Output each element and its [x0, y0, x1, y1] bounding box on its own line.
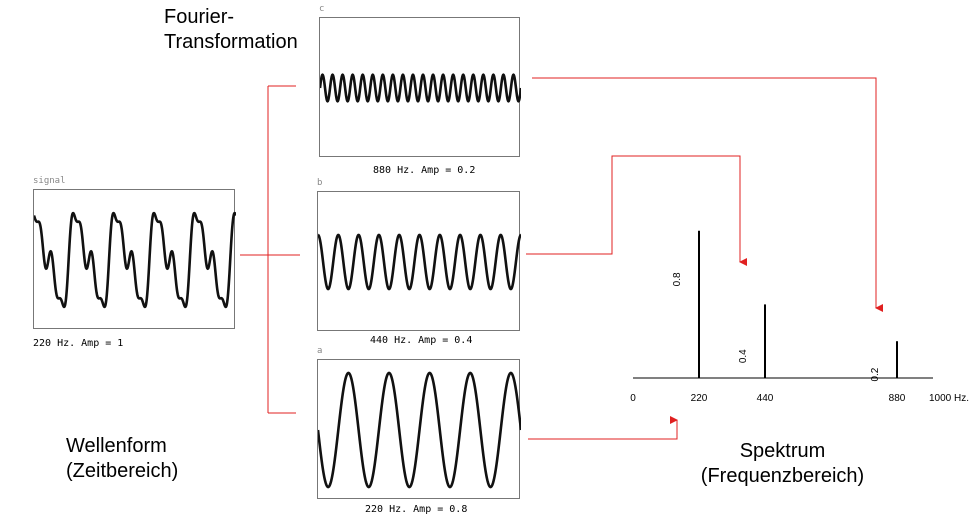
- signal-wave-path: [34, 211, 236, 309]
- panel-b-caption: 440 Hz. Amp = 0.4: [370, 335, 473, 346]
- signal-caption: 220 Hz. Amp = 1: [33, 338, 124, 349]
- signal-waveform: [34, 211, 236, 309]
- spectrum-tick-label: 0: [630, 393, 636, 404]
- panel-c-wave-path: [320, 73, 521, 103]
- panel-b-wave-path: [318, 233, 521, 291]
- fourier-title: Fourier- Transformation: [164, 5, 298, 55]
- spektrum-title-line1: Spektrum: [739, 440, 826, 462]
- signal-tag: signal: [33, 176, 66, 186]
- spectrum-tick-label: 1000 Hz.: [929, 393, 969, 404]
- arrow-c-to-880: [532, 77, 883, 312]
- panel-a: [317, 359, 521, 499]
- spectrum-value-label-880: 0.2: [870, 367, 881, 381]
- spectrum-tick-label: 440: [757, 393, 774, 404]
- wellenform-title: Wellenform (Zeitbereich): [66, 434, 178, 484]
- spectrum-tick-label: 220: [691, 393, 708, 404]
- spektrum-title: Spektrum (Frequenzbereich): [695, 439, 870, 489]
- spectrum-chart: 0.8 0.4 0.2 0 220 440 880 1000 Hz.: [630, 230, 969, 404]
- arrow-b-to-440: [526, 155, 747, 266]
- arrow-a-to-220: [528, 416, 678, 440]
- panel-c-tag: c: [319, 4, 325, 14]
- panel-c-waveform: [320, 73, 521, 103]
- panel-b-waveform: [318, 233, 521, 291]
- fourier-title-line1: Fourier- Transformation: [164, 6, 298, 53]
- fourier-bracket: [240, 85, 300, 414]
- signal-panel: [33, 189, 236, 329]
- panel-c: [319, 17, 521, 157]
- panel-a-wave-path: [318, 371, 521, 489]
- wellenform-title-line1: Wellenform: [66, 435, 167, 457]
- panel-a-caption: 220 Hz. Amp = 0.8: [365, 504, 468, 515]
- panel-c-caption: 880 Hz. Amp = 0.2: [373, 165, 476, 176]
- panel-b-tag: b: [317, 178, 323, 188]
- spectrum-value-label-220: 0.8: [672, 272, 683, 286]
- panel-b: [317, 191, 521, 331]
- panel-a-tag: a: [317, 346, 323, 356]
- spektrum-title-line2: (Frequenzbereich): [700, 465, 865, 487]
- spectrum-value-label-440: 0.4: [738, 349, 749, 363]
- wellenform-title-line2: (Zeitbereich): [66, 460, 179, 482]
- spectrum-tick-label: 880: [889, 393, 906, 404]
- panel-a-waveform: [318, 371, 521, 489]
